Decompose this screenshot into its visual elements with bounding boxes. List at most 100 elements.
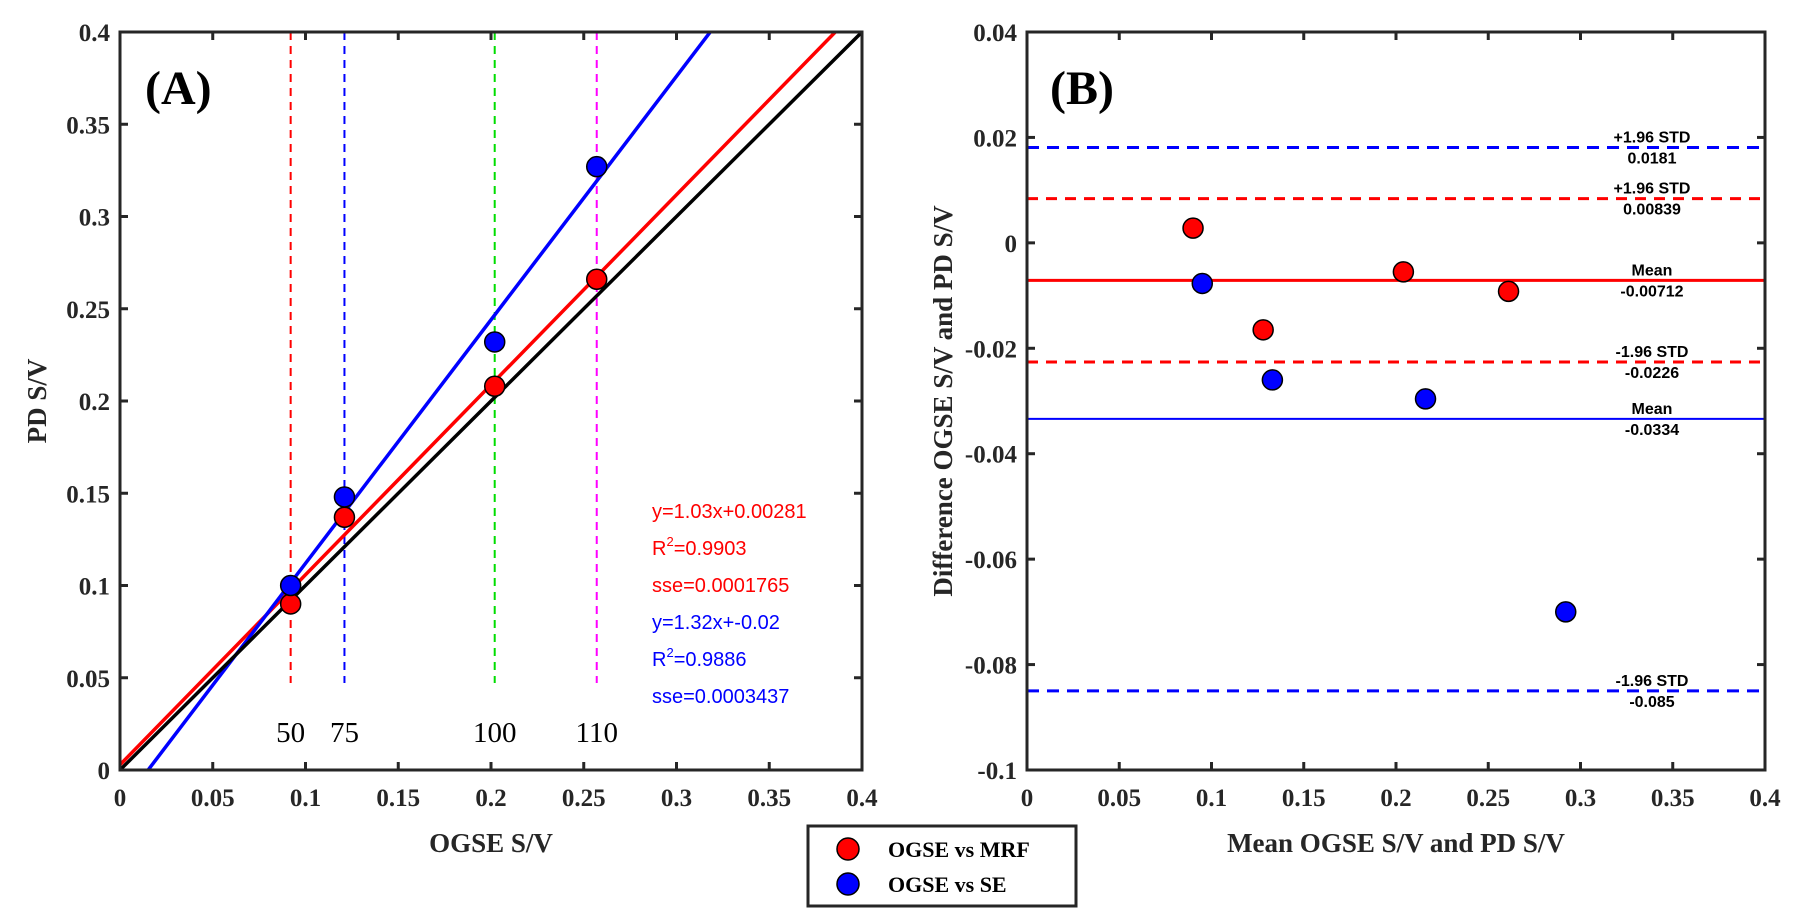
y-tick-label: -0.1 (977, 758, 1017, 785)
panel-b-y-axis-title: Difference OGSE S/V and PD S/V (928, 205, 958, 597)
panel-a-x-axis-title: OGSE S/V (429, 828, 553, 858)
panel-b-label: (B) (1050, 62, 1114, 115)
panel-a: 50 75 100 110 0 0.05 0.1 0.15 0.2 0.25 0.3 0.35 0.4… (22, 20, 878, 858)
reference-line-label: Mean (1632, 262, 1673, 279)
y-tick-label: -0.06 (965, 547, 1017, 574)
frequency-marker-label: 75 (330, 717, 359, 749)
data-point (333, 506, 356, 528)
fit-line-identity (120, 32, 862, 770)
data-point (333, 486, 356, 508)
panel-a-axes: 0 0.05 0.1 0.15 0.2 0.25 0.3 0.35 0.4 0 0.05 0.1 0.1… (66, 20, 878, 812)
fit-annotation: sse=0.0001765 (652, 575, 789, 597)
panel-b-x-axis-title: Mean OGSE S/V and PD S/V (1227, 828, 1565, 858)
annotation-base: R (652, 649, 666, 671)
reference-line-label: +1.96 STD (1614, 129, 1691, 146)
x-tick-label: 0.35 (1651, 785, 1695, 812)
data-point (1191, 272, 1214, 295)
reference-line-label: -1.96 STD (1616, 673, 1689, 690)
y-tick-label: 0 (98, 758, 111, 785)
panel-a-marker-lines: 50 75 100 110 (276, 32, 618, 749)
y-tick-label: 0.15 (66, 481, 110, 508)
y-tick-label: 0.05 (66, 666, 110, 693)
data-point (1392, 261, 1415, 283)
panel-a-points (279, 155, 608, 615)
data-point (483, 331, 506, 353)
reference-line-value: -0.0226 (1625, 365, 1679, 382)
y-tick-label: 0.25 (66, 297, 110, 324)
x-tick-label: 0.4 (846, 785, 878, 812)
y-tick-label: -0.08 (965, 653, 1017, 680)
annotation-value: =0.9903 (674, 538, 747, 560)
reference-line-label: Mean (1632, 401, 1673, 418)
y-tick-label: 0 (1005, 231, 1018, 258)
reference-line-value: 0.00839 (1623, 202, 1681, 219)
annotation-base: R (652, 538, 666, 560)
y-tick-label: 0.35 (66, 112, 110, 139)
fit-annotation: R2=0.9903 (652, 534, 747, 560)
x-tick-label: 0.1 (1196, 785, 1227, 812)
annotation-superscript: 2 (666, 645, 673, 660)
x-tick-label: 0.25 (562, 785, 606, 812)
data-point (585, 155, 608, 178)
x-tick-label: 0.1 (290, 785, 321, 812)
panel-b-points (1182, 217, 1577, 623)
panel-a-y-axis-title: PD S/V (22, 358, 52, 443)
legend-marker-mrf (836, 837, 860, 861)
data-point (483, 375, 506, 397)
reference-line-value: -0.00712 (1620, 283, 1683, 300)
frequency-marker-label: 110 (576, 717, 618, 749)
x-tick-label: 0.15 (376, 785, 420, 812)
panel-b: +1.96 STD 0.0181 +1.96 STD 0.00839 Mean -0.00… (928, 20, 1781, 858)
fit-annotation: R2=0.9886 (652, 645, 747, 671)
y-tick-label: 0.4 (79, 20, 111, 47)
reference-line-value: 0.0181 (1628, 150, 1677, 167)
panel-b-axes: 0 0.05 0.1 0.15 0.2 0.25 0.3 0.35 0.4 -0.1 -0.08 -0… (965, 20, 1781, 812)
data-point (279, 593, 302, 615)
data-point (1497, 280, 1520, 303)
y-tick-label: -0.02 (965, 336, 1017, 363)
y-tick-label: 0.02 (973, 125, 1017, 152)
y-tick-label: 0.3 (79, 205, 110, 232)
reference-line-value: -0.085 (1629, 694, 1674, 711)
panel-a-label: (A) (145, 62, 212, 115)
legend-label-mrf: OGSE vs MRF (888, 837, 1030, 862)
x-tick-label: 0.05 (1097, 785, 1141, 812)
data-point (1261, 369, 1284, 391)
fit-annotation: y=1.03x+0.00281 (652, 501, 807, 523)
data-point (1182, 217, 1204, 239)
x-tick-label: 0.3 (661, 785, 692, 812)
frequency-marker-label: 100 (473, 717, 517, 749)
x-tick-label: 0.2 (475, 785, 506, 812)
reference-line-label: -1.96 STD (1616, 344, 1689, 361)
frequency-marker-label: 50 (276, 717, 305, 749)
reference-line-label: +1.96 STD (1614, 181, 1691, 198)
legend-label-se: OGSE vs SE (888, 872, 1007, 897)
x-tick-label: 0.35 (747, 785, 791, 812)
reference-line-value: -0.0334 (1625, 422, 1679, 439)
x-tick-label: 0.2 (1380, 785, 1411, 812)
x-tick-label: 0.05 (191, 785, 235, 812)
annotation-superscript: 2 (666, 534, 673, 549)
panel-a-fit-annotations: y=1.03x+0.00281R2=0.9903sse=0.0001765y=1… (652, 501, 807, 708)
fit-annotation: y=1.32x+-0.02 (652, 612, 780, 634)
y-tick-label: 0.04 (973, 20, 1017, 47)
panel-b-reference-lines: +1.96 STD 0.0181 +1.96 STD 0.00839 Mean -0.00… (1027, 129, 1765, 711)
x-tick-label: 0.15 (1282, 785, 1326, 812)
y-tick-label: -0.04 (965, 442, 1018, 469)
annotation-value: =0.9886 (674, 649, 747, 671)
x-tick-label: 0 (1021, 785, 1034, 812)
fit-annotation: sse=0.0003437 (652, 686, 789, 708)
y-tick-label: 0.2 (79, 389, 110, 416)
y-tick-label: 0.1 (79, 574, 110, 601)
x-tick-label: 0.25 (1466, 785, 1510, 812)
data-point (585, 268, 608, 290)
x-tick-label: 0.4 (1749, 785, 1781, 812)
data-point (279, 574, 302, 597)
legend: OGSE vs MRF OGSE vs SE (806, 824, 1078, 908)
x-tick-label: 0.3 (1565, 785, 1596, 812)
legend-marker-se (836, 872, 860, 896)
data-point (1554, 601, 1577, 623)
data-point (1414, 388, 1437, 410)
data-point (1252, 319, 1274, 341)
